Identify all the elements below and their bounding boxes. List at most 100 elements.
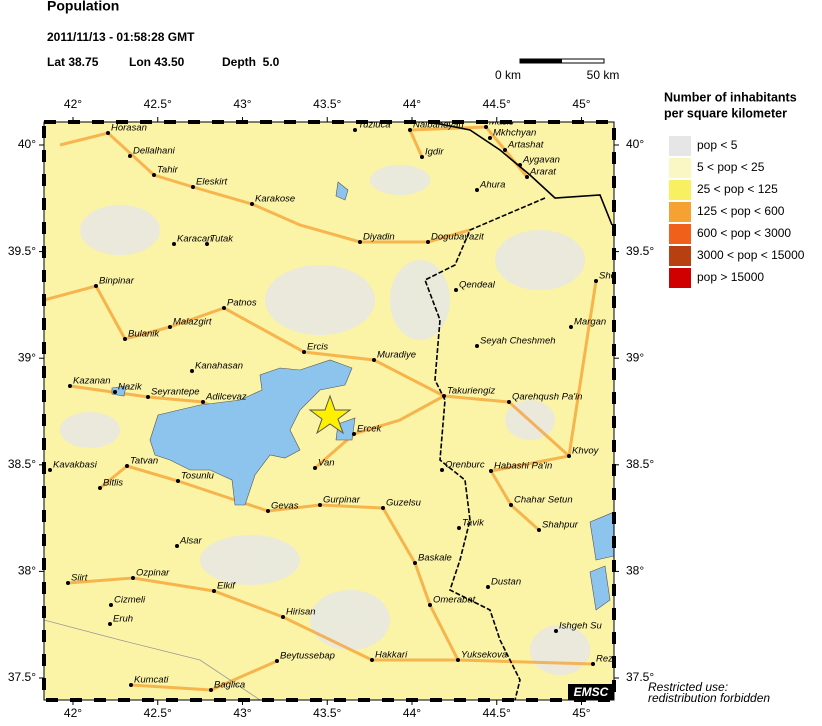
city-dot bbox=[68, 384, 72, 388]
city-label: Kanahasan bbox=[195, 361, 243, 372]
city-dot bbox=[413, 561, 417, 565]
city-dot bbox=[313, 466, 317, 470]
city-label: Eruh bbox=[113, 614, 133, 625]
lat-label: 38° bbox=[626, 564, 644, 578]
lat-label: 38.5° bbox=[626, 457, 654, 471]
city-dot bbox=[212, 589, 216, 593]
city-dot bbox=[191, 185, 195, 189]
city-label: Horasan bbox=[111, 123, 147, 134]
legend-label: pop < 5 bbox=[697, 138, 738, 152]
city-dot bbox=[175, 544, 179, 548]
city-dot bbox=[440, 468, 444, 472]
city-dot bbox=[106, 131, 110, 135]
city-dot bbox=[594, 279, 598, 283]
city-dot bbox=[353, 128, 357, 132]
city-label: Ahura bbox=[479, 180, 505, 191]
city-dot bbox=[209, 688, 213, 692]
city-label: Artashat bbox=[507, 140, 544, 151]
city-label: Khvoy bbox=[572, 446, 600, 457]
city-dot bbox=[457, 526, 461, 530]
city-dot bbox=[381, 506, 385, 510]
city-dot bbox=[108, 622, 112, 626]
city-label: Baglica bbox=[214, 680, 245, 691]
city-label: Kumcati bbox=[134, 675, 169, 686]
city-label: Elkif bbox=[217, 581, 236, 592]
city-label: Tahir bbox=[157, 165, 179, 176]
scale-end: 50 km bbox=[587, 68, 620, 82]
city-dot bbox=[486, 585, 490, 589]
scale-start: 0 km bbox=[495, 68, 521, 82]
map-area bbox=[42, 120, 616, 702]
city-dot bbox=[275, 659, 279, 663]
city-dot bbox=[442, 394, 446, 398]
lon-label: 44.5° bbox=[483, 97, 511, 111]
city-label: Chahar Setun bbox=[514, 495, 573, 506]
note: Restricted use: bbox=[648, 680, 728, 694]
city-dot bbox=[94, 284, 98, 288]
city-dot bbox=[352, 432, 356, 436]
city-label: Cizmeli bbox=[114, 595, 146, 606]
city-dot bbox=[567, 454, 571, 458]
city-dot bbox=[266, 509, 270, 513]
border bbox=[423, 197, 546, 700]
city-dot bbox=[569, 325, 573, 329]
city-dot bbox=[408, 128, 412, 132]
city-label: Nalbandyan bbox=[413, 120, 464, 131]
city-label: Tosunlu bbox=[181, 471, 215, 482]
lon: Lon 43.50 bbox=[129, 55, 185, 69]
city-label: Reza bbox=[596, 654, 618, 665]
city-label: Sho bbox=[599, 271, 616, 282]
city-dot bbox=[426, 240, 430, 244]
city-label: Hakkari bbox=[375, 650, 408, 661]
city-label: Habashi Pa'in bbox=[494, 461, 552, 472]
city-dot bbox=[302, 350, 306, 354]
city-dot bbox=[113, 390, 117, 394]
legend-swatch bbox=[669, 246, 691, 266]
city-label: Eleskirt bbox=[196, 177, 228, 188]
city-label: Hirisan bbox=[286, 607, 316, 618]
lon-label: 44° bbox=[403, 706, 421, 720]
city-dot bbox=[125, 464, 129, 468]
city-label: Binpinar bbox=[99, 276, 135, 287]
legend-swatch bbox=[669, 224, 691, 244]
city-dot bbox=[190, 369, 194, 373]
city-dot bbox=[176, 479, 180, 483]
city-label: Gurpinar bbox=[323, 495, 361, 506]
city-dot bbox=[128, 154, 132, 158]
city-label: Nazik bbox=[118, 382, 143, 393]
city-dot bbox=[172, 242, 176, 246]
lon-label: 44° bbox=[403, 97, 421, 111]
city-dot bbox=[98, 486, 102, 490]
legend-label: pop > 15000 bbox=[697, 270, 764, 284]
lon-label: 42.5° bbox=[144, 97, 172, 111]
city-label: Tuzluca bbox=[358, 120, 391, 131]
city-label: Bitlis bbox=[103, 478, 123, 489]
legend-swatch bbox=[669, 180, 691, 200]
city-label: Seyah Cheshmeh bbox=[480, 336, 556, 347]
city-label: Baskale bbox=[418, 553, 452, 564]
datetime: 2011/11/13 - 01:58:28 GMT bbox=[47, 30, 195, 44]
city-dot bbox=[475, 188, 479, 192]
city-dot bbox=[428, 603, 432, 607]
lon-label: 42° bbox=[64, 706, 82, 720]
city-label: Diyadin bbox=[363, 232, 395, 243]
city-label: Malazgirt bbox=[173, 317, 212, 328]
city-dot bbox=[503, 148, 507, 152]
epicenter bbox=[308, 394, 352, 435]
legend-label: 125 < pop < 600 bbox=[697, 204, 785, 218]
city-label: Orenburc bbox=[445, 460, 485, 471]
city-label: Guzelsu bbox=[386, 498, 422, 509]
city-label: Gevas bbox=[271, 501, 299, 512]
city-label: Ishgeh Su bbox=[559, 621, 602, 632]
city-label: Ercek bbox=[357, 424, 383, 435]
scale-bar bbox=[519, 58, 605, 64]
city-dot bbox=[66, 581, 70, 585]
legend-swatch bbox=[669, 268, 691, 288]
city-label: Qendeal bbox=[459, 280, 496, 291]
city-label: Adilcevaz bbox=[205, 392, 247, 403]
legend: Number of inhabitants per square kilomet… bbox=[664, 90, 805, 288]
city-dot bbox=[420, 155, 424, 159]
city-label: Seyrantepe bbox=[151, 387, 200, 398]
city-dot bbox=[489, 469, 493, 473]
